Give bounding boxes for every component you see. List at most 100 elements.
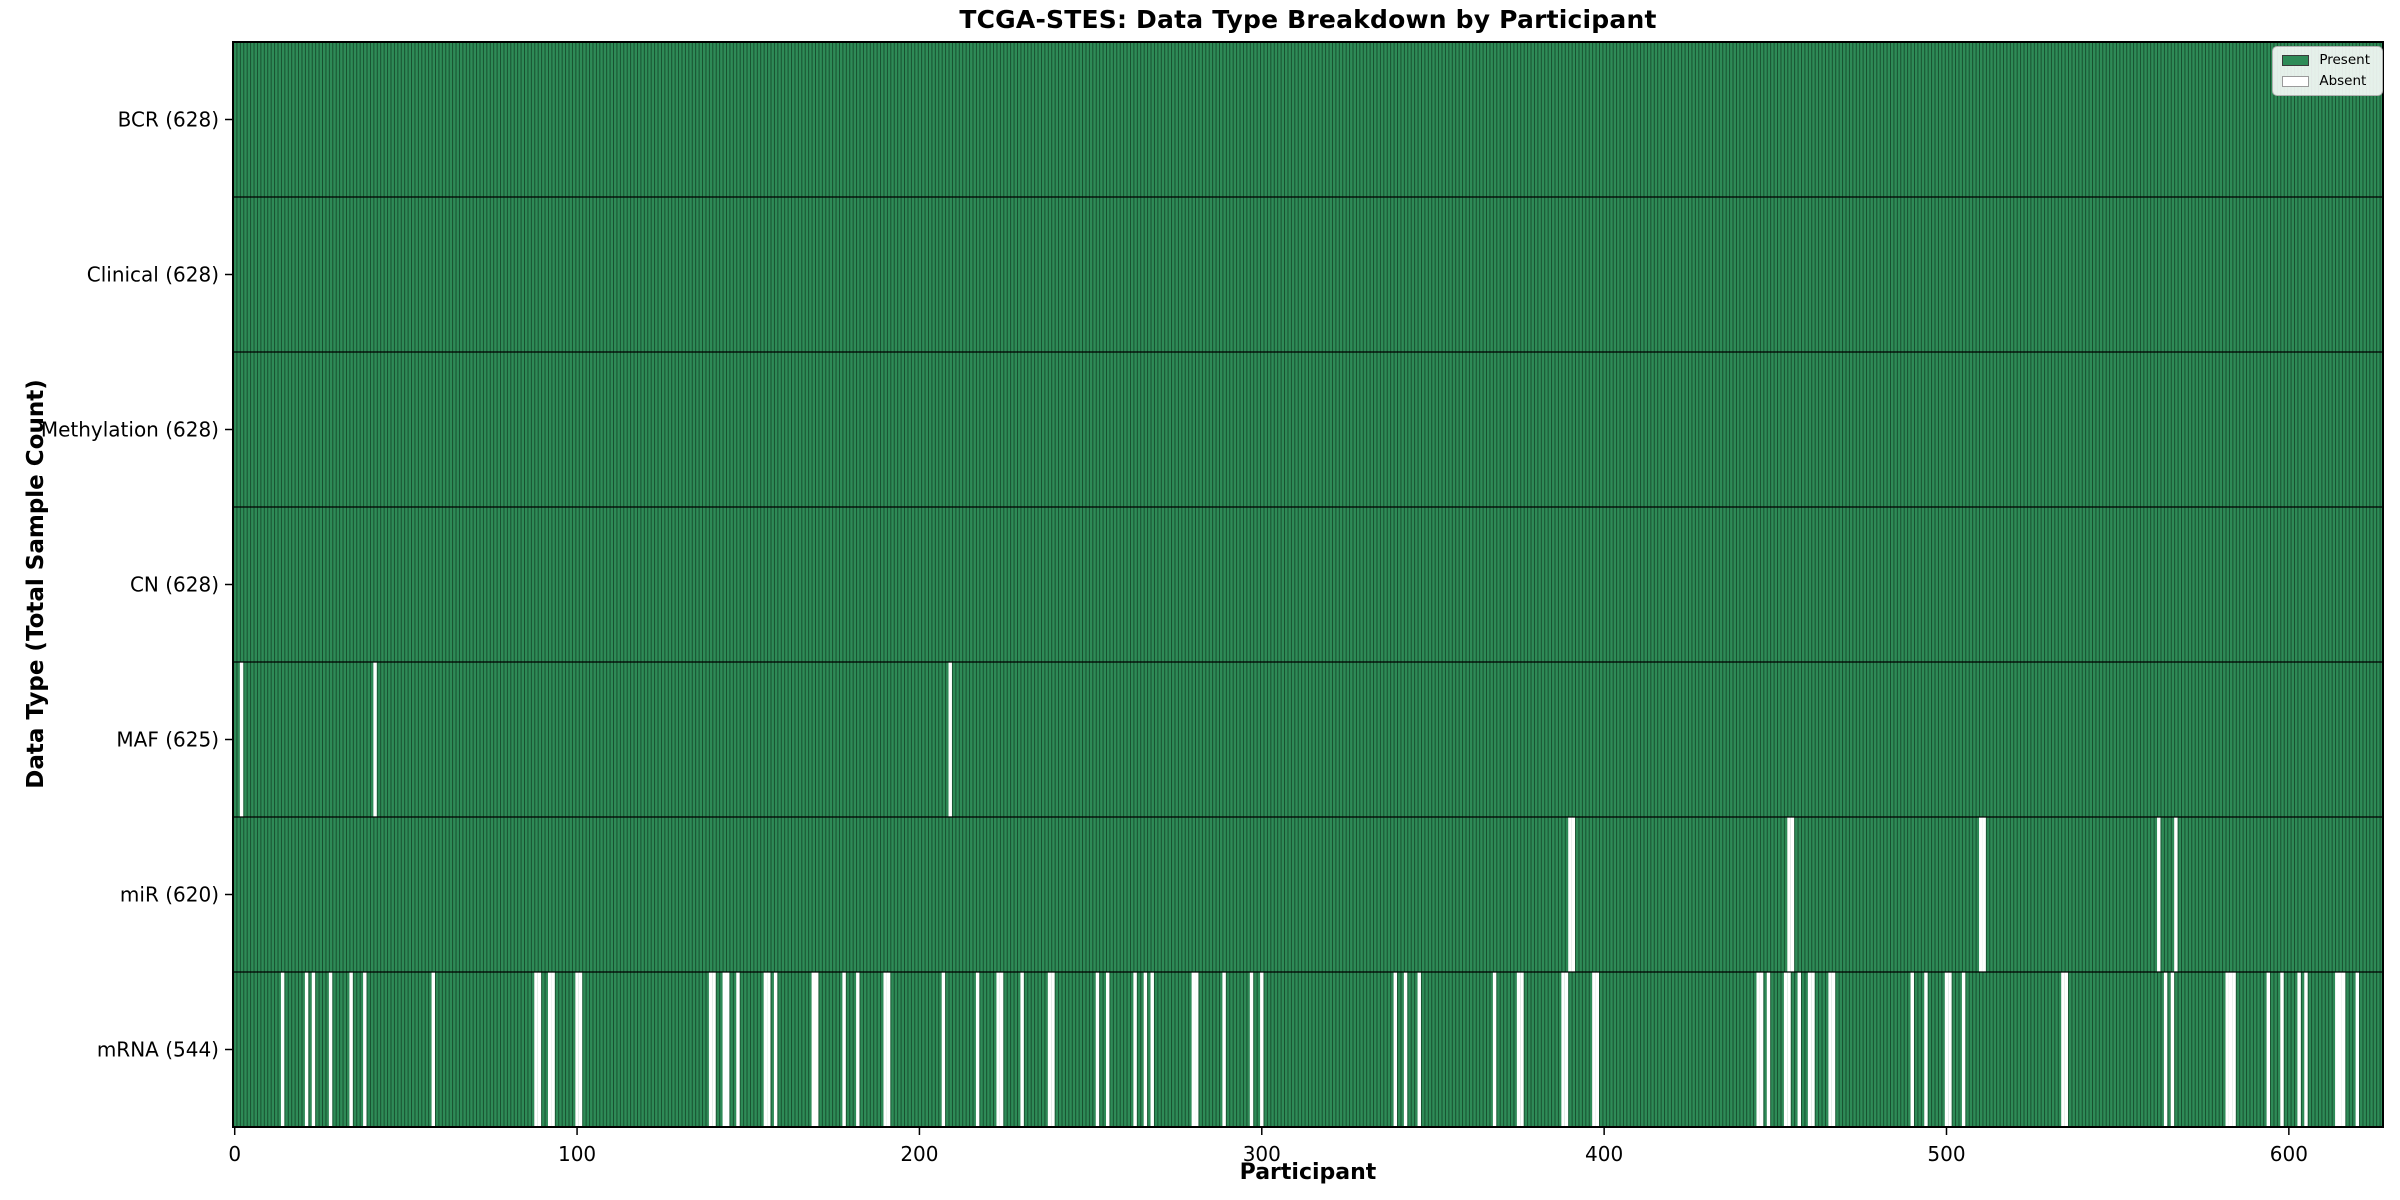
legend-item-present: Present [2282,52,2370,68]
absent-bar [2174,817,2178,972]
absent-bar [363,972,367,1127]
absent-bar [1564,972,1569,1127]
y-tick-label: Methylation (628) [41,418,219,442]
absent-bar [2170,972,2175,1127]
absent-bar [1910,972,1914,1127]
absent-bar [1143,972,1148,1127]
chart-title: TCGA-STES: Data Type Breakdown by Partic… [959,5,1657,34]
absent-bar [2338,972,2342,1127]
absent-bar [1759,972,1764,1127]
absent-bar [2335,972,2339,1127]
x-tick-label: 400 [1585,1142,1623,1166]
absent-bar [1787,817,1791,972]
legend-present-swatch-icon [2282,55,2310,67]
y-tick-label: Clinical (628) [87,263,219,287]
absent-bar [1831,972,1836,1127]
absent-bar [1592,972,1596,1127]
absent-bar [547,972,552,1127]
legend: Present Absent [2272,46,2383,96]
absent-bar [304,972,309,1127]
absent-bar [1051,972,1055,1127]
absent-bar [999,972,1004,1127]
absent-bar [1195,972,1199,1127]
absent-bar [1191,972,1196,1127]
absent-bar [280,972,285,1127]
absent-bar [328,972,333,1127]
x-tick-label: 500 [1927,1142,1965,1166]
absent-bar [311,972,316,1127]
y-tick-label: MAF (625) [116,728,219,752]
x-tick-label: 600 [2270,1142,2308,1166]
absent-bar [575,972,579,1127]
absent-bar [537,972,542,1127]
absent-bar [883,972,887,1127]
absent-bar [551,972,555,1127]
absent-bar [2064,972,2069,1127]
absent-bar [1020,972,1024,1127]
absent-bar [1520,972,1524,1127]
absent-bar [1393,972,1398,1127]
legend-present-label: Present [2319,52,2370,68]
absent-bar [2157,817,2161,972]
y-tick-label: CN (628) [130,573,219,597]
x-tick-label: 0 [228,1142,241,1166]
legend-absent-label: Absent [2319,72,2367,89]
absent-bar [996,972,1000,1127]
absent-bar [1982,817,1986,972]
absent-bar [1783,972,1788,1127]
x-tick-label: 100 [558,1142,596,1166]
absent-bar [578,972,583,1127]
absent-bar [1249,972,1254,1127]
absent-bar [1492,972,1497,1127]
absent-bar [2266,972,2271,1127]
absent-bar [773,972,778,1127]
absent-bar [842,972,846,1127]
absent-bar [1944,972,1949,1127]
absent-bar [1924,972,1928,1127]
absent-bar [815,972,819,1127]
absent-bar [712,972,716,1127]
absent-bar [1828,972,1832,1127]
absent-bar [811,972,816,1127]
y-tick-label: BCR (628) [118,108,219,132]
absent-bar [1797,972,1801,1127]
absent-bar [722,972,726,1127]
x-axis-label: Participant [1239,1160,1377,1185]
absent-bar [736,972,740,1127]
absent-bar [1133,972,1137,1127]
absent-bar [886,972,891,1127]
absent-bar [373,662,377,817]
absent-bar [2225,972,2229,1127]
absent-bar [1756,972,1760,1127]
absent-bar [1979,817,1983,972]
absent-bar [239,662,244,817]
y-tick-label: miR (620) [120,883,219,907]
absent-bar [2228,972,2233,1127]
absent-bar [2297,972,2301,1127]
absent-bar [767,972,771,1127]
absent-bar [2280,972,2284,1127]
absent-bar [2061,972,2065,1127]
absent-bar [708,972,713,1127]
absent-bar [725,972,730,1127]
absent-bar [1811,972,1815,1127]
present-bars-field [233,42,2383,1127]
absent-bar [975,972,980,1127]
absent-bar [431,972,435,1127]
absent-bar [1790,817,1795,972]
absent-bar [1403,972,1408,1127]
absent-bar [2163,972,2168,1127]
absent-bar [1047,972,1052,1127]
absent-bar [1561,972,1565,1127]
absent-bar [1516,972,1521,1127]
absent-bar [1106,972,1110,1127]
absent-bar [856,972,860,1127]
absent-bar [1807,972,1812,1127]
absent-bar [2232,972,2236,1127]
absent-bar [2355,972,2360,1127]
absent-bar [534,972,538,1127]
y-tick-label: mRNA (544) [97,1038,219,1062]
absent-bar [2341,972,2346,1127]
